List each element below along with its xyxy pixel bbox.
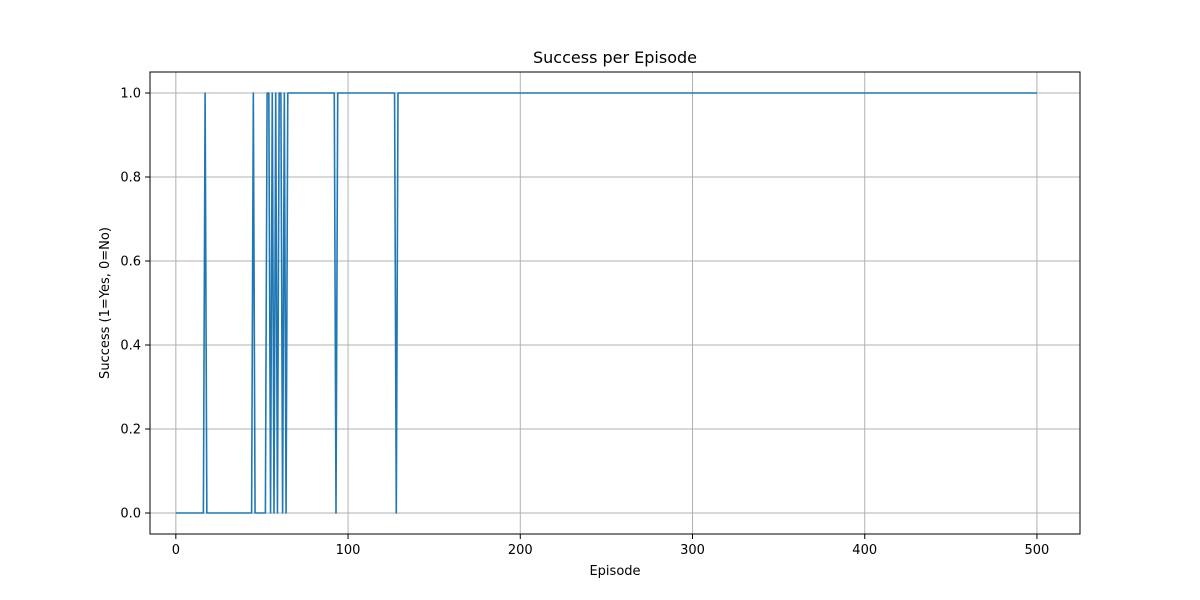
- x-tick-label: 0: [172, 543, 180, 558]
- x-tick-label: 500: [1025, 543, 1050, 558]
- y-tick-label: 0.4: [120, 339, 141, 354]
- x-axis-label: Episode: [589, 564, 640, 579]
- series-line: [175, 92, 1037, 514]
- plot-frame: [149, 71, 1081, 535]
- x-tick-label: 300: [680, 543, 705, 558]
- x-tick-label: 100: [336, 543, 361, 558]
- ticks: 0 100 200 300 400 500 0.0 0.2 0.4 0.6 0.8 1.0: [120, 87, 1049, 559]
- series-layer: [175, 92, 1037, 514]
- chart-title: Success per Episode: [533, 48, 697, 67]
- y-axis-label: Success (1=Yes, 0=No): [98, 227, 113, 379]
- y-tick-label: 0.2: [120, 423, 141, 438]
- y-tick-label: 0.8: [120, 171, 141, 186]
- y-tick-label: 1.0: [120, 87, 141, 102]
- y-tick-label: 0.0: [120, 507, 141, 522]
- y-tick-label: 0.6: [120, 255, 141, 270]
- x-tick-label: 200: [508, 543, 533, 558]
- x-tick-label: 400: [852, 543, 877, 558]
